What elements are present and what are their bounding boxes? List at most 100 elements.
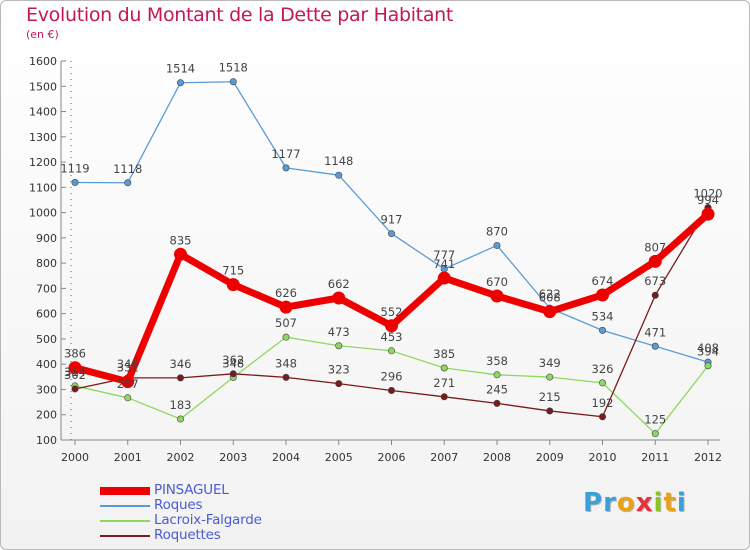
y-tick-label: 100: [36, 434, 57, 447]
data-label: 125: [644, 413, 666, 427]
data-label: 1177: [271, 147, 300, 161]
data-point: [546, 407, 554, 415]
data-point: [335, 380, 343, 388]
logo-letter: i: [653, 488, 664, 518]
y-tick-label: 400: [36, 358, 57, 371]
data-point: [121, 375, 135, 389]
data-label: 314: [64, 365, 86, 379]
data-label: 622: [539, 287, 561, 301]
data-point: [229, 370, 237, 378]
data-label: 271: [433, 376, 455, 390]
data-label: 473: [328, 325, 350, 339]
y-tick-label: 1500: [29, 80, 57, 93]
data-point: [282, 164, 290, 172]
data-label: 358: [486, 354, 508, 368]
data-point: [701, 207, 715, 221]
data-label: 394: [697, 345, 719, 359]
data-point: [71, 179, 79, 187]
logo-letter: o: [616, 488, 636, 518]
y-tick-label: 700: [36, 282, 57, 295]
logo-letter: P: [583, 488, 604, 518]
data-label: 552: [381, 305, 403, 319]
data-point: [651, 291, 659, 299]
data-label: 670: [486, 275, 508, 289]
data-label: 453: [381, 330, 403, 344]
data-label: 835: [170, 233, 192, 247]
data-point: [229, 78, 237, 86]
data-point: [177, 415, 185, 423]
data-label: 807: [644, 240, 666, 254]
data-label: 741: [433, 257, 455, 271]
data-label: 777: [433, 248, 455, 262]
x-tick-label: 2011: [641, 451, 669, 464]
data-point: [490, 289, 504, 303]
data-label: 192: [592, 396, 614, 410]
x-tick-label: 2007: [430, 451, 458, 464]
data-point: [387, 230, 395, 238]
x-tick-label: 2006: [378, 451, 406, 464]
data-label: 994: [697, 193, 719, 207]
y-tick-label: 1600: [29, 55, 57, 68]
data-label: 471: [644, 325, 666, 339]
data-label: 385: [433, 347, 455, 361]
legend-swatch: [100, 520, 150, 522]
y-tick-label: 800: [36, 257, 57, 270]
data-point: [332, 291, 346, 305]
legend-label: PINSAGUEL: [154, 482, 229, 498]
chart-unit-label: (en €): [26, 28, 59, 41]
data-label: 302: [64, 368, 86, 382]
data-point: [546, 373, 554, 381]
data-point: [335, 342, 343, 350]
data-label: 662: [328, 277, 350, 291]
data-label: 326: [592, 362, 614, 376]
data-label: 534: [592, 309, 614, 323]
data-label: 267: [117, 377, 139, 391]
x-tick-label: 2010: [589, 451, 617, 464]
data-label: 362: [222, 353, 244, 367]
data-point: [493, 241, 501, 249]
data-label: 674: [592, 274, 614, 288]
data-label: 608: [539, 291, 561, 305]
data-point: [648, 254, 662, 268]
data-point: [493, 399, 501, 407]
x-tick-label: 2004: [272, 451, 300, 464]
data-label: 245: [486, 382, 508, 396]
y-tick-label: 300: [36, 383, 57, 396]
data-label: 1020: [693, 187, 722, 201]
data-label: 715: [222, 264, 244, 278]
data-label: 917: [381, 213, 403, 227]
data-label: 296: [381, 369, 403, 383]
y-tick-label: 1200: [29, 156, 57, 169]
data-label: 346: [117, 357, 139, 371]
y-tick-label: 1100: [29, 181, 57, 194]
data-point: [651, 342, 659, 350]
x-tick-label: 2009: [536, 451, 564, 464]
legend-label: Roquettes: [154, 527, 221, 543]
logo-letter: x: [635, 488, 654, 518]
data-label: 870: [486, 224, 508, 238]
data-point: [596, 288, 609, 302]
data-point: [440, 364, 448, 372]
data-point: [335, 171, 343, 179]
data-label: 673: [644, 274, 666, 288]
y-tick-label: 900: [36, 232, 57, 245]
data-label: 1514: [166, 62, 195, 76]
data-point: [387, 386, 395, 394]
y-tick-label: 1400: [29, 106, 57, 119]
data-point: [279, 300, 293, 314]
data-label: 1518: [219, 61, 248, 75]
data-point: [282, 373, 290, 381]
y-tick-label: 200: [36, 409, 57, 422]
data-label: 348: [275, 356, 297, 370]
legend-swatch: [100, 487, 150, 495]
data-point: [226, 278, 240, 292]
data-label: 1148: [324, 154, 353, 168]
legend-swatch: [100, 535, 150, 537]
x-tick-label: 2000: [61, 451, 89, 464]
data-label: 626: [275, 286, 297, 300]
data-label: 331: [117, 361, 139, 375]
y-tick-label: 1000: [29, 207, 57, 220]
x-tick-label: 2005: [325, 451, 353, 464]
data-label: 215: [539, 390, 561, 404]
